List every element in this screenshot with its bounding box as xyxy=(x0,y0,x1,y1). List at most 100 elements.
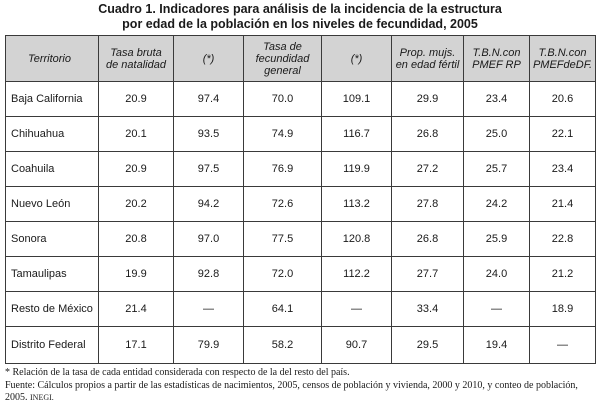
table-row: Tamaulipas 19.9 92.8 72.0 112.2 27.7 24.0 21.2 xyxy=(5,256,596,292)
value-cell: 23.4 xyxy=(463,81,530,117)
value-cell: 26.8 xyxy=(391,221,464,257)
value-cell: 20.8 xyxy=(98,221,174,257)
value-cell: 20.2 xyxy=(98,186,174,222)
value-cell: 109.1 xyxy=(321,81,392,117)
value-cell: 27.2 xyxy=(391,151,464,187)
value-cell: 92.8 xyxy=(173,256,244,292)
column-header: Territorio xyxy=(5,35,99,82)
column-header: T.B.N.con PMEF RP xyxy=(463,35,530,82)
value-cell: 22.8 xyxy=(529,221,596,257)
column-header-line: Territorio xyxy=(28,52,71,65)
value-cell: 72.0 xyxy=(243,256,322,292)
column-header-line: Tasa de xyxy=(263,40,302,53)
territory-cell: Baja California xyxy=(5,81,99,117)
column-header-line: PMEF RP xyxy=(472,58,521,71)
value-cell: 97.0 xyxy=(173,221,244,257)
table-row: Distrito Federal 17.1 79.9 58.2 90.7 29.5 19.4… xyxy=(5,326,596,364)
source-organization: INEGI. xyxy=(30,393,54,402)
value-cell: 72.6 xyxy=(243,186,322,222)
column-header: Prop. mujs. en edad fértil xyxy=(391,35,464,82)
value-cell: 77.5 xyxy=(243,221,322,257)
table-row: Nuevo León 20.2 94.2 72.6 113.2 27.8 24.2 21.4 xyxy=(5,186,596,222)
value-cell: 97.4 xyxy=(173,81,244,117)
value-cell: 93.5 xyxy=(173,116,244,152)
column-header-line: de natalidad xyxy=(106,58,166,71)
value-cell: — xyxy=(173,291,244,327)
source-text: Fuente: Cálculos propios a partir de las… xyxy=(5,380,578,403)
table-body: Baja California 20.9 97.4 70.0 109.1 29.9 23.4… xyxy=(5,81,596,364)
value-cell: 20.9 xyxy=(98,151,174,187)
value-cell: 18.9 xyxy=(529,291,596,327)
value-cell: 120.8 xyxy=(321,221,392,257)
column-header: (*) xyxy=(173,35,244,82)
value-cell: 64.1 xyxy=(243,291,322,327)
value-cell: 29.9 xyxy=(391,81,464,117)
column-header: (*) xyxy=(321,35,392,82)
value-cell: 20.1 xyxy=(98,116,174,152)
value-cell: 24.2 xyxy=(463,186,530,222)
value-cell: 94.2 xyxy=(173,186,244,222)
value-cell: 119.9 xyxy=(321,151,392,187)
value-cell: — xyxy=(529,326,596,364)
territory-cell: Sonora xyxy=(5,221,99,257)
value-cell: — xyxy=(463,291,530,327)
value-cell: 90.7 xyxy=(321,326,392,364)
value-cell: 25.0 xyxy=(463,116,530,152)
value-cell: 27.8 xyxy=(391,186,464,222)
value-cell: 23.4 xyxy=(529,151,596,187)
value-cell: 112.2 xyxy=(321,256,392,292)
table-row: Sonora 20.8 97.0 77.5 120.8 26.8 25.9 22.8 xyxy=(5,221,596,257)
value-cell: 58.2 xyxy=(243,326,322,364)
value-cell: 29.5 xyxy=(391,326,464,364)
value-cell: 25.7 xyxy=(463,151,530,187)
value-cell: 24.0 xyxy=(463,256,530,292)
territory-cell: Distrito Federal xyxy=(5,326,99,364)
value-cell: 116.7 xyxy=(321,116,392,152)
territory-cell: Resto de México xyxy=(5,291,99,327)
value-cell: 27.7 xyxy=(391,256,464,292)
column-header-line: Prop. mujs. xyxy=(399,46,456,59)
table-row: Coahuila 20.9 97.5 76.9 119.9 27.2 25.7 23.4 xyxy=(5,151,596,187)
column-header-line: fecundidad xyxy=(255,52,310,65)
column-header-line: T.B.N.con xyxy=(472,46,521,59)
value-cell: 17.1 xyxy=(98,326,174,364)
value-cell: 19.4 xyxy=(463,326,530,364)
value-cell: 97.5 xyxy=(173,151,244,187)
column-header-line: general xyxy=(264,64,301,77)
value-cell: 26.8 xyxy=(391,116,464,152)
value-cell: 76.9 xyxy=(243,151,322,187)
value-cell: — xyxy=(321,291,392,327)
column-header: Tasa bruta de natalidad xyxy=(98,35,174,82)
footnote: * Relación de la tasa de cada entidad co… xyxy=(5,367,350,378)
table-header: Territorio Tasa bruta de natalidad (*) Tasa … xyxy=(5,35,596,82)
value-cell: 33.4 xyxy=(391,291,464,327)
value-cell: 21.4 xyxy=(98,291,174,327)
value-cell: 20.6 xyxy=(529,81,596,117)
value-cell: 113.2 xyxy=(321,186,392,222)
indicators-table: Territorio Tasa bruta de natalidad (*) Tasa … xyxy=(5,35,596,364)
table-row: Resto de México 21.4—64.1—33.4—18.9 xyxy=(5,291,596,327)
column-header: Tasa de fecundidad general xyxy=(243,35,322,82)
value-cell: 22.1 xyxy=(529,116,596,152)
territory-cell: Chihuahua xyxy=(5,116,99,152)
column-header-line: en edad fértil xyxy=(395,58,460,71)
territory-cell: Coahuila xyxy=(5,151,99,187)
column-header-line: (*) xyxy=(350,52,363,65)
column-header-line: T.B.N.con xyxy=(538,46,587,59)
value-cell: 70.0 xyxy=(243,81,322,117)
column-header-line: Tasa bruta xyxy=(110,46,162,59)
value-cell: 20.9 xyxy=(98,81,174,117)
value-cell: 19.9 xyxy=(98,256,174,292)
value-cell: 79.9 xyxy=(173,326,244,364)
table-title-line1: Cuadro 1. Indicadores para análisis de l… xyxy=(98,2,502,16)
table-title-line2: por edad de la población en los niveles … xyxy=(122,17,478,31)
table-row: Chihuahua 20.1 93.5 74.9 116.7 26.8 25.0 22.1 xyxy=(5,116,596,152)
table-row: Baja California 20.9 97.4 70.0 109.1 29.9 23.4… xyxy=(5,81,596,117)
column-header: T.B.N.con PMEFdeDF. xyxy=(529,35,596,82)
source-note: Fuente: Cálculos propios a partir de las… xyxy=(5,380,597,404)
value-cell: 25.9 xyxy=(463,221,530,257)
value-cell: 74.9 xyxy=(243,116,322,152)
column-header-line: PMEFdeDF. xyxy=(532,58,593,71)
column-header-line: (*) xyxy=(202,52,215,65)
value-cell: 21.4 xyxy=(529,186,596,222)
